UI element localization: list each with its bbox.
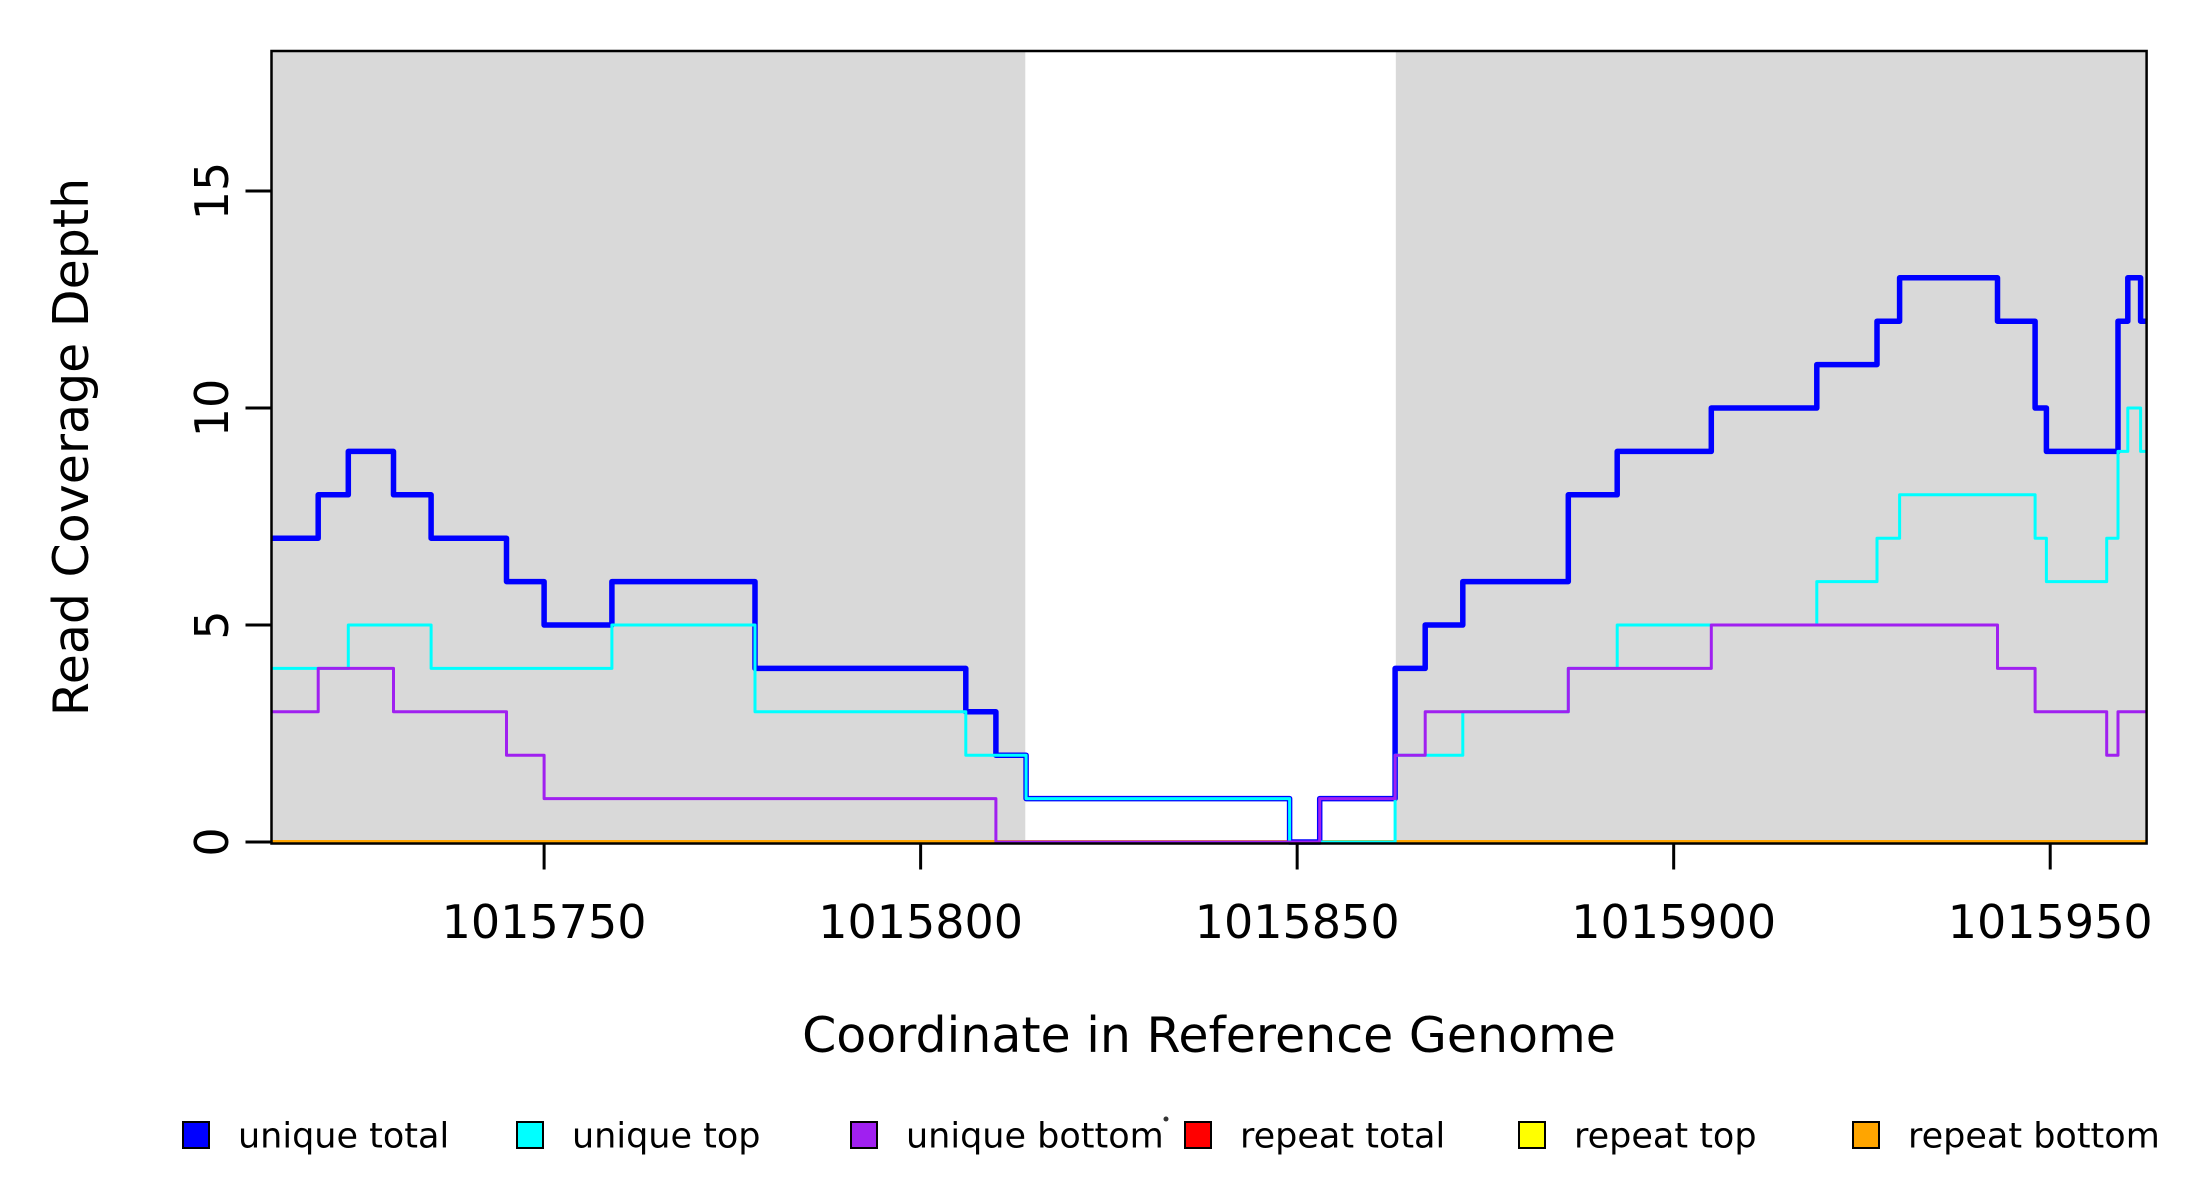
legend-swatch-unique-bottom [850, 1121, 878, 1149]
plot-frame [270, 49, 2148, 845]
series-line-unique-total [271, 275, 2147, 845]
y-axis-title: Read Coverage Depth [43, 178, 100, 716]
series-lines [271, 275, 2147, 845]
legend-item-unique-top: unique top [516, 1116, 761, 1156]
legend-item-unique-total: unique total [182, 1116, 449, 1156]
legend-label-unique-total: unique total [238, 1116, 449, 1156]
legend-label-repeat-top: repeat top [1574, 1116, 1757, 1156]
legend-swatch-repeat-top [1518, 1121, 1546, 1149]
legend-item-repeat-total: repeat total [1184, 1116, 1445, 1156]
legend-swatch-unique-total [182, 1121, 210, 1149]
y-tick-label: 5 [185, 610, 239, 639]
legend-label-unique-top: unique top [572, 1116, 761, 1156]
legend: unique total unique top unique bottom repea… [182, 1116, 2160, 1156]
stray-mark [1163, 1116, 1169, 1122]
legend-label-unique-bottom: unique bottom [906, 1116, 1164, 1156]
y-tick-label: 10 [185, 379, 239, 438]
legend-item-repeat-bottom: repeat bottom [1852, 1116, 2160, 1156]
unique-region-left [271, 51, 1026, 844]
x-tick-label: 1015800 [818, 895, 1023, 949]
series-line-unique-bottom [271, 623, 2147, 844]
legend-swatch-repeat-bottom [1852, 1121, 1880, 1149]
x-tick-label: 1015750 [442, 895, 647, 949]
legend-swatch-unique-top [516, 1121, 544, 1149]
x-tick-label: 1015950 [1948, 895, 2153, 949]
legend-swatch-repeat-total [1184, 1121, 1212, 1149]
x-tick-label: 1015900 [1571, 895, 1776, 949]
x-tick-label: 1015850 [1195, 895, 1400, 949]
legend-item-unique-bottom: unique bottom [850, 1116, 1164, 1156]
legend-label-repeat-bottom: repeat bottom [1908, 1116, 2160, 1156]
y-tick-label: 15 [185, 162, 239, 221]
legend-label-repeat-total: repeat total [1240, 1116, 1445, 1156]
axes: 1015750 1015800 1015850 1015900 1015950 0 5 10 1… [185, 162, 2153, 949]
unique-region-right [1395, 51, 2147, 844]
x-axis-title: Coordinate in Reference Genome [802, 1007, 1616, 1064]
y-tick-label: 0 [185, 827, 239, 856]
legend-item-repeat-top: repeat top [1518, 1116, 1757, 1156]
shaded-bands [271, 51, 2147, 844]
